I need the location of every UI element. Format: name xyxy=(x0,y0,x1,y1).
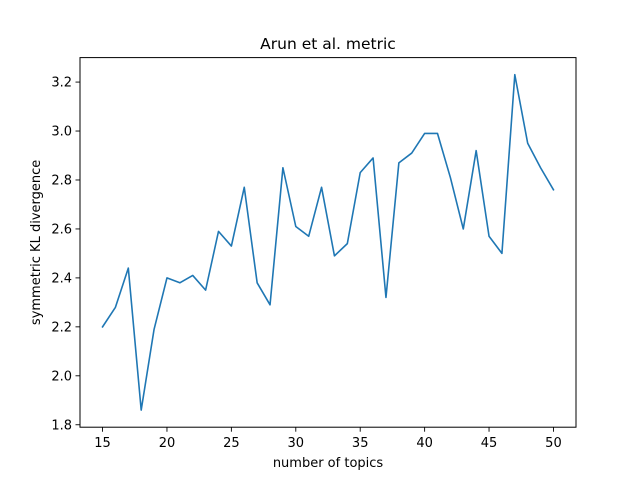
y-axis-ticks: 1.8 2.0 2.2 2.4 2.6 2.8 3.0 3.2 xyxy=(51,76,80,433)
series-layer xyxy=(101,73,555,411)
x-tick-label: 40 xyxy=(416,436,433,451)
y-tick-label: 1.8 xyxy=(51,418,72,433)
x-tick-label: 50 xyxy=(545,436,562,451)
y-tick-label: 2.6 xyxy=(51,222,72,237)
series-line xyxy=(101,73,555,411)
y-tick-label: 2.4 xyxy=(51,271,72,286)
y-tick-label: 3.0 xyxy=(51,125,72,140)
y-tick-label: 2.2 xyxy=(51,320,72,335)
plot-frame xyxy=(79,57,577,428)
y-tick-label: 2.8 xyxy=(51,173,72,188)
chart-title: Arun et al. metric xyxy=(260,35,396,53)
x-tick-label: 15 xyxy=(94,436,111,451)
x-tick-label: 45 xyxy=(481,436,498,451)
x-tick-label: 25 xyxy=(223,436,240,451)
y-tick-label: 2.0 xyxy=(51,369,72,384)
x-tick-label: 30 xyxy=(288,436,305,451)
y-tick-label: 3.2 xyxy=(51,76,72,91)
x-tick-label: 35 xyxy=(352,436,369,451)
y-axis-title: symmetric KL divergence xyxy=(29,160,44,325)
x-tick-label: 20 xyxy=(159,436,176,451)
x-axis-title: number of topics xyxy=(273,456,384,471)
x-axis-ticks: 15 20 25 30 35 40 45 50 xyxy=(94,427,562,451)
